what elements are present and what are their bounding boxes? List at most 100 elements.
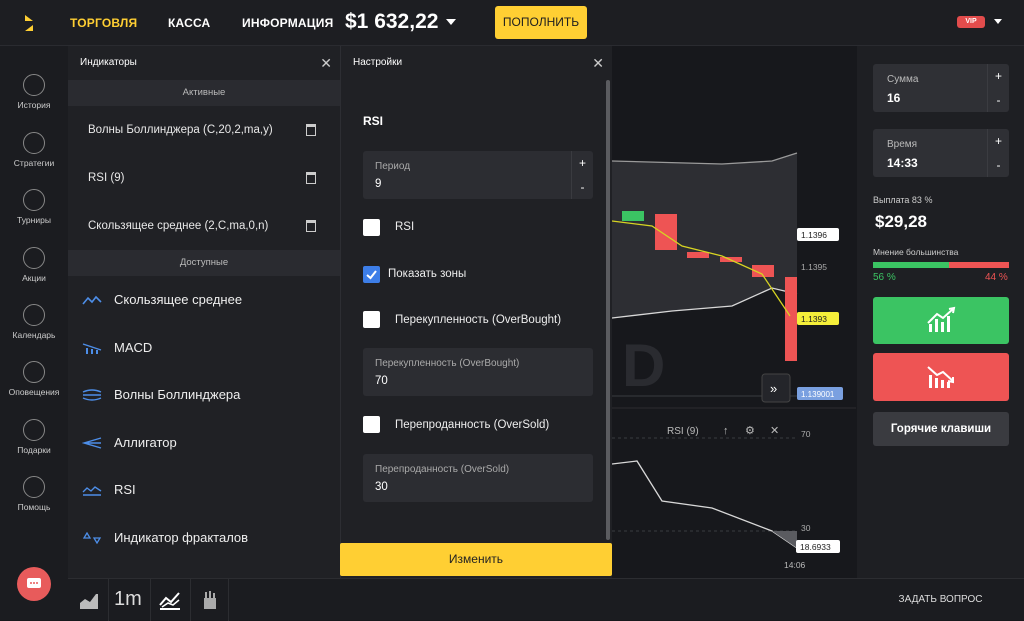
- timeframe-button[interactable]: 1m: [114, 588, 142, 610]
- overbought-checkbox[interactable]: [363, 311, 380, 328]
- sidebar-item-promotions[interactable]: Акции: [0, 247, 68, 283]
- ask-question-button[interactable]: ЗАДАТЬ ВОПРОС: [857, 578, 1024, 620]
- sidebar-item-calendar[interactable]: Календарь: [0, 304, 68, 340]
- apply-button[interactable]: Изменить: [340, 543, 612, 576]
- plus-icon[interactable]: +: [578, 156, 586, 170]
- available-indicator-label: Скользящее среднее: [114, 292, 243, 307]
- sidebar-item-label: Стратегии: [13, 158, 55, 168]
- call-button[interactable]: [873, 297, 1009, 344]
- time-value[interactable]: 14:33: [887, 156, 918, 170]
- close-icon[interactable]: ✕: [770, 425, 779, 437]
- moving-average-icon: [82, 295, 102, 305]
- show-zones-checkbox[interactable]: [363, 266, 380, 283]
- chat-button[interactable]: [17, 567, 51, 601]
- minus-icon[interactable]: -: [580, 180, 585, 194]
- rsi-checkbox[interactable]: [363, 219, 380, 236]
- available-indicator-label: Индикатор фракталов: [114, 529, 249, 545]
- vip-badge[interactable]: VIP: [957, 16, 985, 28]
- sidebar-item-gifts[interactable]: Подарки: [0, 419, 68, 455]
- logo-icon[interactable]: [22, 13, 36, 33]
- close-icon[interactable]: ✕: [320, 55, 332, 71]
- active-indicator-label: RSI (9): [88, 172, 125, 184]
- available-indicator-item[interactable]: RSI: [68, 466, 340, 514]
- field-label: Период: [375, 161, 411, 172]
- available-indicator-item[interactable]: MACD: [68, 324, 340, 372]
- price-chart[interactable]: D » 1.1396 1.1395 1.1393 1.139001 RSI (9…: [611, 46, 856, 578]
- field-label: Перепроданность (OverSold): [375, 464, 510, 475]
- indicators-header: Индикаторы ✕: [68, 46, 340, 80]
- payout-label: Выплата 83 %: [873, 195, 933, 205]
- topup-button[interactable]: ПОПОЛНИТЬ: [495, 6, 587, 39]
- nav-info[interactable]: ИНФОРМАЦИЯ: [242, 16, 334, 30]
- trophy-icon: [23, 189, 45, 211]
- oversold-value[interactable]: 30: [375, 481, 388, 493]
- check-icon: [366, 270, 377, 280]
- oversold-checkbox[interactable]: [363, 416, 380, 433]
- chart-down-icon: [927, 366, 954, 388]
- svg-text:»: »: [770, 381, 777, 396]
- overbought-value[interactable]: 70: [375, 375, 388, 387]
- available-indicator-label: Аллигатор: [114, 434, 177, 450]
- balance-display[interactable]: $1 632,22: [345, 10, 457, 34]
- time-field[interactable]: Время 14:33 + -: [873, 129, 1009, 177]
- active-indicator-item[interactable]: Скользящее среднее (2,C,ma,0,n): [68, 202, 340, 250]
- balance-value: $1 632,22: [345, 10, 439, 33]
- trash-icon[interactable]: [306, 172, 316, 184]
- plus-icon[interactable]: +: [994, 134, 1002, 148]
- macd-icon: [82, 342, 102, 354]
- overbought-field[interactable]: Перекупленность (OverBought) 70: [363, 348, 593, 396]
- candle: [622, 211, 644, 221]
- price-tag: 1.139001: [801, 390, 835, 399]
- amount-stepper: + -: [987, 64, 1009, 112]
- rsi-level: 30: [801, 523, 811, 533]
- close-icon[interactable]: ✕: [592, 55, 604, 71]
- active-indicator-item[interactable]: Волны Боллинджера (C,20,2,ma,y): [68, 106, 340, 154]
- nav-trading[interactable]: ТОРГОВЛЯ: [70, 16, 138, 30]
- time-label: 14:06: [784, 560, 806, 570]
- rsi-icon: [82, 486, 102, 496]
- sidebar-item-alerts[interactable]: Оповещения: [0, 361, 68, 397]
- sidebar-item-help[interactable]: Помощь: [0, 476, 68, 512]
- put-button[interactable]: [873, 353, 1009, 401]
- trash-icon[interactable]: [306, 124, 316, 136]
- amount-field[interactable]: Сумма 16 + -: [873, 64, 1009, 112]
- chart-type-icon[interactable]: [78, 589, 100, 611]
- period-field[interactable]: Период 9 + -: [363, 151, 593, 199]
- hotkeys-button[interactable]: Горячие клавиши: [873, 412, 1009, 446]
- field-label: Перекупленность (OverBought): [375, 358, 520, 369]
- sidebar-item-tournaments[interactable]: Турниры: [0, 189, 68, 225]
- arrow-up-icon[interactable]: ↑: [723, 425, 729, 437]
- indicators-icon[interactable]: [158, 589, 182, 611]
- available-indicator-item[interactable]: Скользящее среднее: [68, 276, 340, 324]
- minus-icon[interactable]: -: [996, 93, 1001, 107]
- sidebar-item-strategies[interactable]: Стратегии: [0, 132, 68, 168]
- field-label: Сумма: [887, 74, 919, 85]
- available-indicator-item[interactable]: Волны Боллинджера: [68, 371, 340, 419]
- available-indicator-item[interactable]: Аллигатор: [68, 419, 340, 467]
- sidebar-item-label: Турниры: [17, 215, 51, 225]
- amount-value[interactable]: 16: [887, 91, 901, 105]
- majority-up: 56 %: [873, 272, 896, 283]
- clock-icon: [23, 74, 45, 96]
- settings-scrollbar[interactable]: [606, 80, 610, 540]
- minus-icon[interactable]: -: [996, 158, 1001, 172]
- available-indicator-item[interactable]: Индикатор фракталов: [68, 514, 340, 562]
- sidebar-item-label: Подарки: [17, 445, 51, 455]
- indicators-panel: Индикаторы ✕ Активные Волны Боллинджера …: [68, 46, 340, 578]
- gear-icon[interactable]: ⚙: [745, 425, 755, 437]
- active-indicator-label: Скользящее среднее (2,C,ma,0,n): [88, 220, 269, 232]
- trash-icon[interactable]: [306, 220, 316, 232]
- active-indicator-item[interactable]: RSI (9): [68, 154, 340, 202]
- sidebar-item-history[interactable]: История: [0, 74, 68, 110]
- oversold-field[interactable]: Перепроданность (OverSold) 30: [363, 454, 593, 502]
- candle: [655, 214, 677, 250]
- drawing-tools-icon[interactable]: [200, 589, 220, 611]
- period-value[interactable]: 9: [375, 178, 382, 190]
- candle: [785, 277, 797, 361]
- available-section-header: Доступные: [68, 250, 340, 276]
- top-bar: ТОРГОВЛЯ КАССА ИНФОРМАЦИЯ $1 632,22 ПОПО…: [0, 0, 1024, 46]
- chevron-down-icon[interactable]: [994, 19, 1002, 24]
- plus-icon[interactable]: +: [994, 69, 1002, 83]
- panel-title: Настройки: [353, 57, 403, 68]
- nav-cashier[interactable]: КАССА: [168, 16, 211, 30]
